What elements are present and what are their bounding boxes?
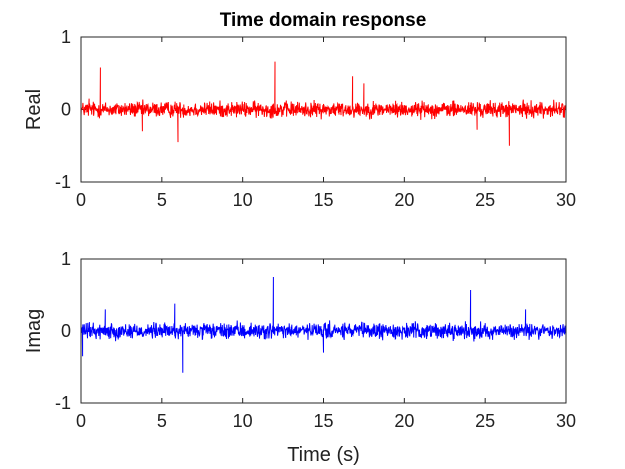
y-axis-label-real: Real — [23, 89, 45, 130]
imag-axes-frame — [80, 258, 567, 404]
y-tick-label: -1 — [55, 172, 71, 192]
x-tick-label: 30 — [556, 190, 576, 210]
x-tick-label: 5 — [157, 411, 167, 431]
x-tick-label: 15 — [313, 411, 333, 431]
real-axes-frame — [80, 36, 567, 183]
chart-title: Time domain response — [220, 10, 427, 31]
y-tick-label: -1 — [55, 393, 71, 413]
x-tick-label: 10 — [233, 190, 253, 210]
subplot-real: Time domain response 0 5 10 15 20 25 30-101 Re… — [23, 10, 576, 210]
x-tick-label: 0 — [76, 190, 86, 210]
imag-series-line — [81, 276, 566, 373]
x-tick-label: 10 — [233, 411, 253, 431]
x-tick-label: 30 — [556, 411, 576, 431]
x-tick-label: 5 — [157, 190, 167, 210]
subplot-imag: 0 5 10 15 20 25 30-101 Imag Time (s) — [23, 249, 576, 466]
x-axis-label: Time (s) — [287, 444, 360, 466]
y-tick-label: 1 — [61, 27, 71, 47]
x-tick-label: 20 — [394, 190, 414, 210]
x-tick-label: 0 — [76, 411, 86, 431]
x-tick-label: 20 — [394, 411, 414, 431]
y-tick-label: 0 — [61, 100, 71, 120]
y-tick-label: 1 — [61, 249, 71, 269]
y-tick-label: 0 — [61, 321, 71, 341]
real-series-line — [81, 61, 566, 146]
x-tick-label: 25 — [475, 190, 495, 210]
x-tick-label: 25 — [475, 411, 495, 431]
x-tick-label: 15 — [313, 190, 333, 210]
y-axis-label-imag: Imag — [23, 309, 45, 353]
